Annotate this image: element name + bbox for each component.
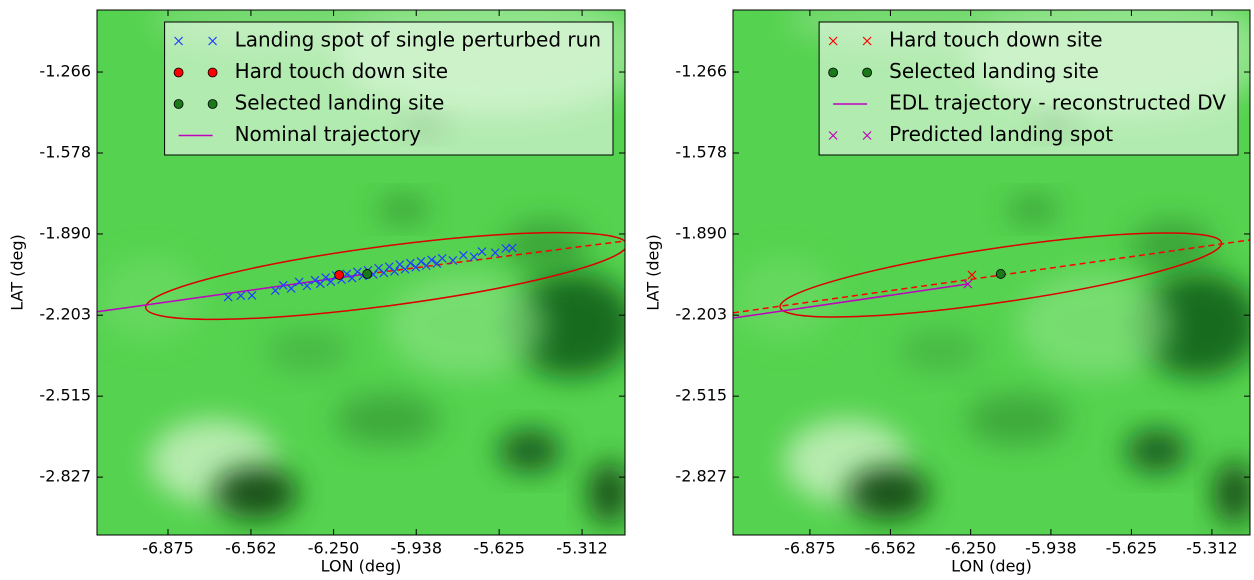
dot-marker (208, 100, 217, 109)
terrain-shade (504, 220, 588, 273)
y-tick-label: -1.266 (39, 62, 91, 81)
dot-marker (174, 68, 183, 77)
terrain-shade (266, 330, 350, 372)
y-tick-label: -1.890 (39, 223, 91, 242)
x-tick-label: -5.625 (1106, 539, 1158, 558)
x-tick-label: -6.250 (308, 539, 360, 558)
legend-label: Selected landing site (889, 59, 1099, 83)
x-tick-label: -5.938 (390, 539, 442, 558)
y-tick-label: -1.578 (675, 142, 727, 161)
terrain-shade (377, 196, 430, 222)
x-tick-label: -6.250 (945, 539, 997, 558)
y-axis-label: LAT (deg) (644, 234, 663, 310)
y-tick-label: -2.515 (39, 386, 91, 405)
terrain-shade (588, 462, 630, 525)
legend-label: Landing spot of single perturbed run (235, 28, 601, 52)
dot-marker (174, 100, 183, 109)
terrain-shade (1214, 462, 1254, 525)
terrain-shade (1017, 273, 1172, 378)
terrain-shade (733, 257, 836, 341)
legend: Landing spot of single perturbed run Hard… (165, 22, 613, 155)
y-tick-label: -1.578 (39, 142, 91, 161)
x-axis-label: LON (deg) (951, 557, 1032, 576)
dot-marker (829, 68, 838, 77)
x-tick-label: -5.625 (473, 539, 525, 558)
dot-marker (863, 68, 872, 77)
dot-marker (335, 270, 344, 279)
terrain-shade (898, 330, 981, 372)
dot-marker (363, 269, 372, 278)
y-axis-label: LAT (deg) (8, 234, 27, 310)
y-tick-label: -2.827 (39, 467, 91, 486)
terrain-shade (1126, 430, 1188, 472)
legend-label: Nominal trajectory (235, 122, 422, 146)
y-tick-label: -2.203 (675, 305, 727, 324)
terrain-shade (213, 467, 297, 520)
terrain-shade (498, 430, 561, 472)
x-tick-label: -6.562 (865, 539, 917, 558)
x-tick-label: -5.312 (556, 539, 608, 558)
dot-marker (996, 269, 1005, 278)
y-tick-label: -2.827 (675, 467, 727, 486)
x-tick-label: -6.875 (784, 539, 836, 558)
x-tick-label: -6.875 (142, 539, 194, 558)
legend-label: Selected landing site (235, 91, 445, 115)
figure: -6.875 -6.562 -6.250 -5.938 -5.625 -5.312 -1.2… (0, 0, 1254, 580)
legend: Hard touch down site Selected landing sit… (819, 22, 1238, 155)
x-tick-label: -6.562 (225, 539, 277, 558)
terrain-shade (387, 273, 545, 378)
legend-label: Hard touch down site (235, 59, 448, 83)
terrain-shade (847, 467, 930, 520)
dot-marker (208, 68, 217, 77)
terrain-shade (335, 393, 441, 446)
y-tick-label: -2.203 (39, 305, 91, 324)
legend-label: Predicted landing spot (889, 122, 1113, 146)
y-tick-label: -2.515 (675, 386, 727, 405)
y-tick-label: -1.266 (675, 62, 727, 81)
legend-label: EDL trajectory - reconstructed DV (889, 91, 1226, 115)
x-axis-label: LON (deg) (321, 557, 402, 576)
legend-label: Hard touch down site (889, 28, 1102, 52)
y-tick-label: -1.890 (675, 223, 727, 242)
panel: -6.875 -6.562 -6.250 -5.938 -5.625 -5.312 -1.2… (644, 0, 1254, 576)
x-tick-label: -5.938 (1025, 539, 1077, 558)
x-tick-label: -5.312 (1186, 539, 1238, 558)
terrain-shade (966, 393, 1069, 446)
page: {"chart_data": [ {"type": "scatter", "xl… (0, 0, 1254, 580)
panel: -6.875 -6.562 -6.250 -5.938 -5.625 -5.312 -1.2… (8, 0, 652, 576)
terrain-shade (1007, 196, 1059, 222)
